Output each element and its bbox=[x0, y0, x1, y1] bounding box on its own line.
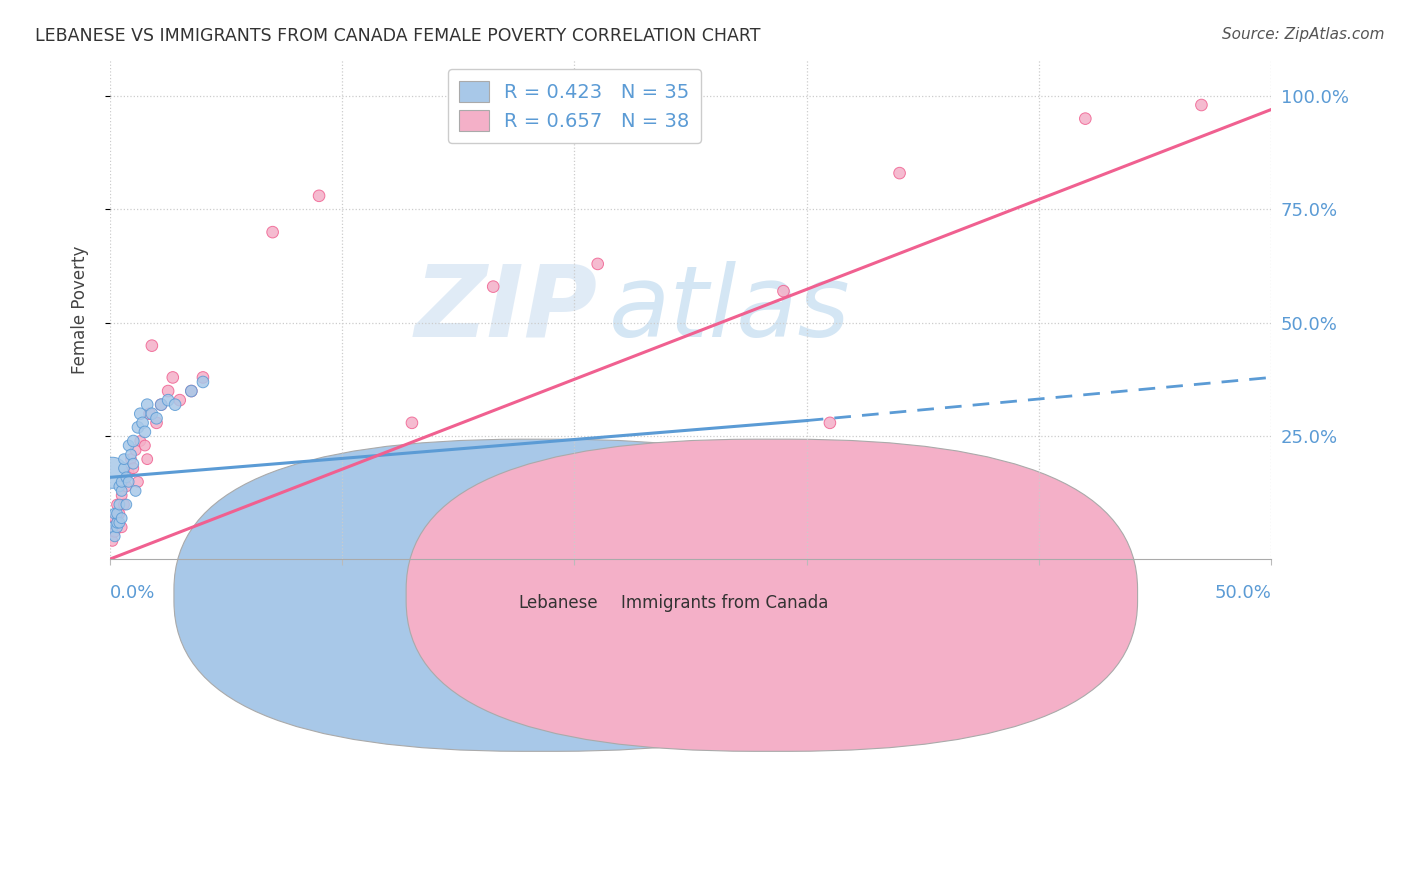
Point bbox=[818, 416, 841, 430]
Text: Lebanese: Lebanese bbox=[517, 594, 598, 612]
Point bbox=[136, 452, 159, 467]
Point bbox=[124, 443, 146, 458]
Point bbox=[105, 516, 128, 530]
Point bbox=[124, 483, 146, 498]
Point bbox=[108, 479, 131, 493]
Point bbox=[157, 384, 180, 398]
Text: 50.0%: 50.0% bbox=[1215, 584, 1271, 602]
Point bbox=[127, 475, 149, 489]
Point bbox=[145, 416, 167, 430]
Point bbox=[105, 516, 128, 530]
Point bbox=[108, 498, 131, 512]
Point bbox=[772, 284, 794, 298]
FancyBboxPatch shape bbox=[174, 439, 905, 751]
Point bbox=[112, 475, 135, 489]
Point bbox=[111, 488, 134, 502]
Point bbox=[129, 434, 152, 448]
Point bbox=[586, 257, 609, 271]
Point bbox=[150, 398, 173, 412]
Point bbox=[115, 470, 138, 484]
Point bbox=[141, 407, 163, 421]
Legend: R = 0.423   N = 35, R = 0.657   N = 38: R = 0.423 N = 35, R = 0.657 N = 38 bbox=[449, 70, 702, 143]
Point bbox=[112, 452, 135, 467]
Text: Source: ZipAtlas.com: Source: ZipAtlas.com bbox=[1222, 27, 1385, 42]
Point bbox=[111, 520, 134, 534]
Point bbox=[122, 461, 145, 475]
Point bbox=[118, 438, 141, 452]
Point bbox=[105, 507, 128, 521]
Point bbox=[169, 393, 191, 408]
Point bbox=[262, 225, 284, 239]
Point bbox=[111, 475, 134, 489]
Point bbox=[118, 466, 141, 480]
Point bbox=[180, 384, 202, 398]
Text: atlas: atlas bbox=[609, 260, 851, 358]
Point bbox=[108, 507, 131, 521]
Point bbox=[191, 370, 214, 384]
Point bbox=[101, 466, 124, 480]
Point bbox=[1074, 112, 1097, 126]
Point bbox=[112, 498, 135, 512]
Point bbox=[482, 279, 505, 293]
Text: Immigrants from Canada: Immigrants from Canada bbox=[621, 594, 828, 612]
Point bbox=[105, 520, 128, 534]
Point bbox=[112, 461, 135, 475]
Point bbox=[108, 516, 131, 530]
Text: ZIP: ZIP bbox=[415, 260, 598, 358]
Point bbox=[118, 475, 141, 489]
Point bbox=[401, 416, 423, 430]
Point bbox=[101, 533, 124, 548]
Point bbox=[138, 407, 160, 421]
Point bbox=[104, 524, 127, 539]
Point bbox=[141, 338, 163, 352]
Point bbox=[191, 375, 214, 389]
Point bbox=[134, 438, 156, 452]
Point bbox=[157, 393, 180, 408]
Point bbox=[101, 520, 124, 534]
Point bbox=[889, 166, 911, 180]
Point bbox=[165, 398, 187, 412]
Point bbox=[104, 511, 127, 525]
Text: LEBANESE VS IMMIGRANTS FROM CANADA FEMALE POVERTY CORRELATION CHART: LEBANESE VS IMMIGRANTS FROM CANADA FEMAL… bbox=[35, 27, 761, 45]
Point bbox=[145, 411, 167, 425]
Point bbox=[122, 457, 145, 471]
Point bbox=[105, 498, 128, 512]
Point bbox=[115, 479, 138, 493]
Point bbox=[131, 416, 153, 430]
Point bbox=[136, 398, 159, 412]
Point bbox=[120, 452, 142, 467]
Point bbox=[180, 384, 202, 398]
Point bbox=[134, 425, 156, 439]
Point bbox=[150, 398, 173, 412]
Point bbox=[104, 507, 127, 521]
Point bbox=[122, 434, 145, 448]
Point bbox=[120, 448, 142, 462]
Point bbox=[115, 498, 138, 512]
Point bbox=[308, 189, 330, 203]
Point bbox=[111, 511, 134, 525]
Point bbox=[162, 370, 184, 384]
Text: 0.0%: 0.0% bbox=[110, 584, 156, 602]
Point bbox=[129, 407, 152, 421]
Point bbox=[104, 529, 127, 543]
Point bbox=[1191, 98, 1213, 112]
Point bbox=[127, 420, 149, 434]
FancyBboxPatch shape bbox=[406, 439, 1137, 751]
Point bbox=[111, 483, 134, 498]
Y-axis label: Female Poverty: Female Poverty bbox=[72, 245, 89, 374]
